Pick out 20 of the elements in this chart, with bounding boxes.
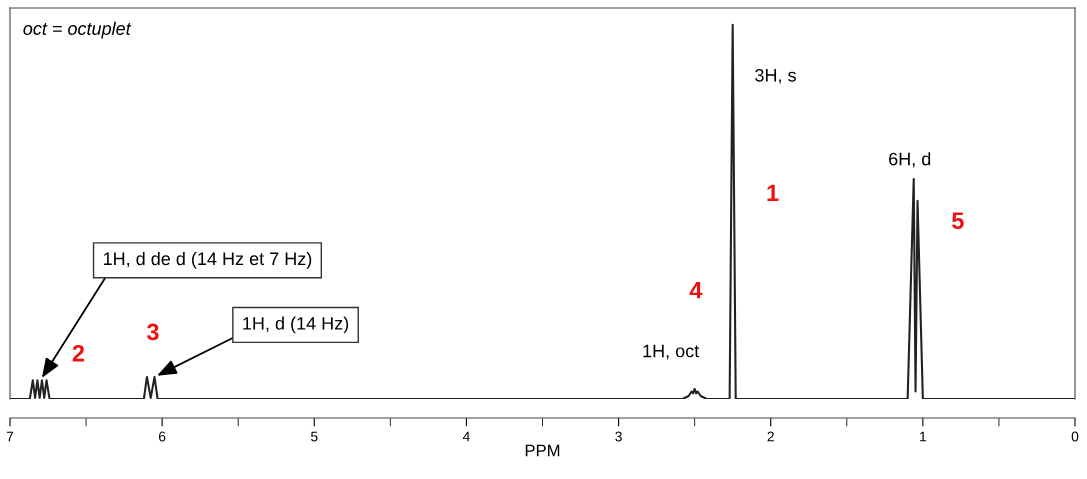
annotation: 3 (146, 323, 159, 341)
x-tick-label: 2 (767, 431, 774, 442)
x-tick-label: 7 (6, 431, 14, 442)
x-tick-label: 1 (920, 431, 927, 442)
annotation: 1H, oct (643, 344, 700, 360)
x-tick-label: 0 (1071, 431, 1079, 442)
annotation: 1H, d (14 Hz) (243, 316, 349, 334)
annotation: 3H, s (755, 68, 796, 84)
annotation: oct = octuplet (23, 21, 132, 39)
x-tick-label: 5 (310, 431, 318, 442)
annotation: 6H, d (889, 152, 931, 168)
annotation: 1H, d de d (14 Hz et 7 Hz) (103, 251, 312, 269)
x-tick-label: 4 (462, 431, 470, 442)
annotation: 2 (72, 344, 85, 362)
annotation: 4 (689, 282, 703, 299)
annotation: 5 (952, 212, 964, 229)
x-tick-label: 6 (158, 431, 166, 442)
annotation: 1 (767, 184, 779, 201)
x-axis-title: PPM (525, 444, 560, 457)
x-tick-label: 3 (615, 431, 622, 442)
